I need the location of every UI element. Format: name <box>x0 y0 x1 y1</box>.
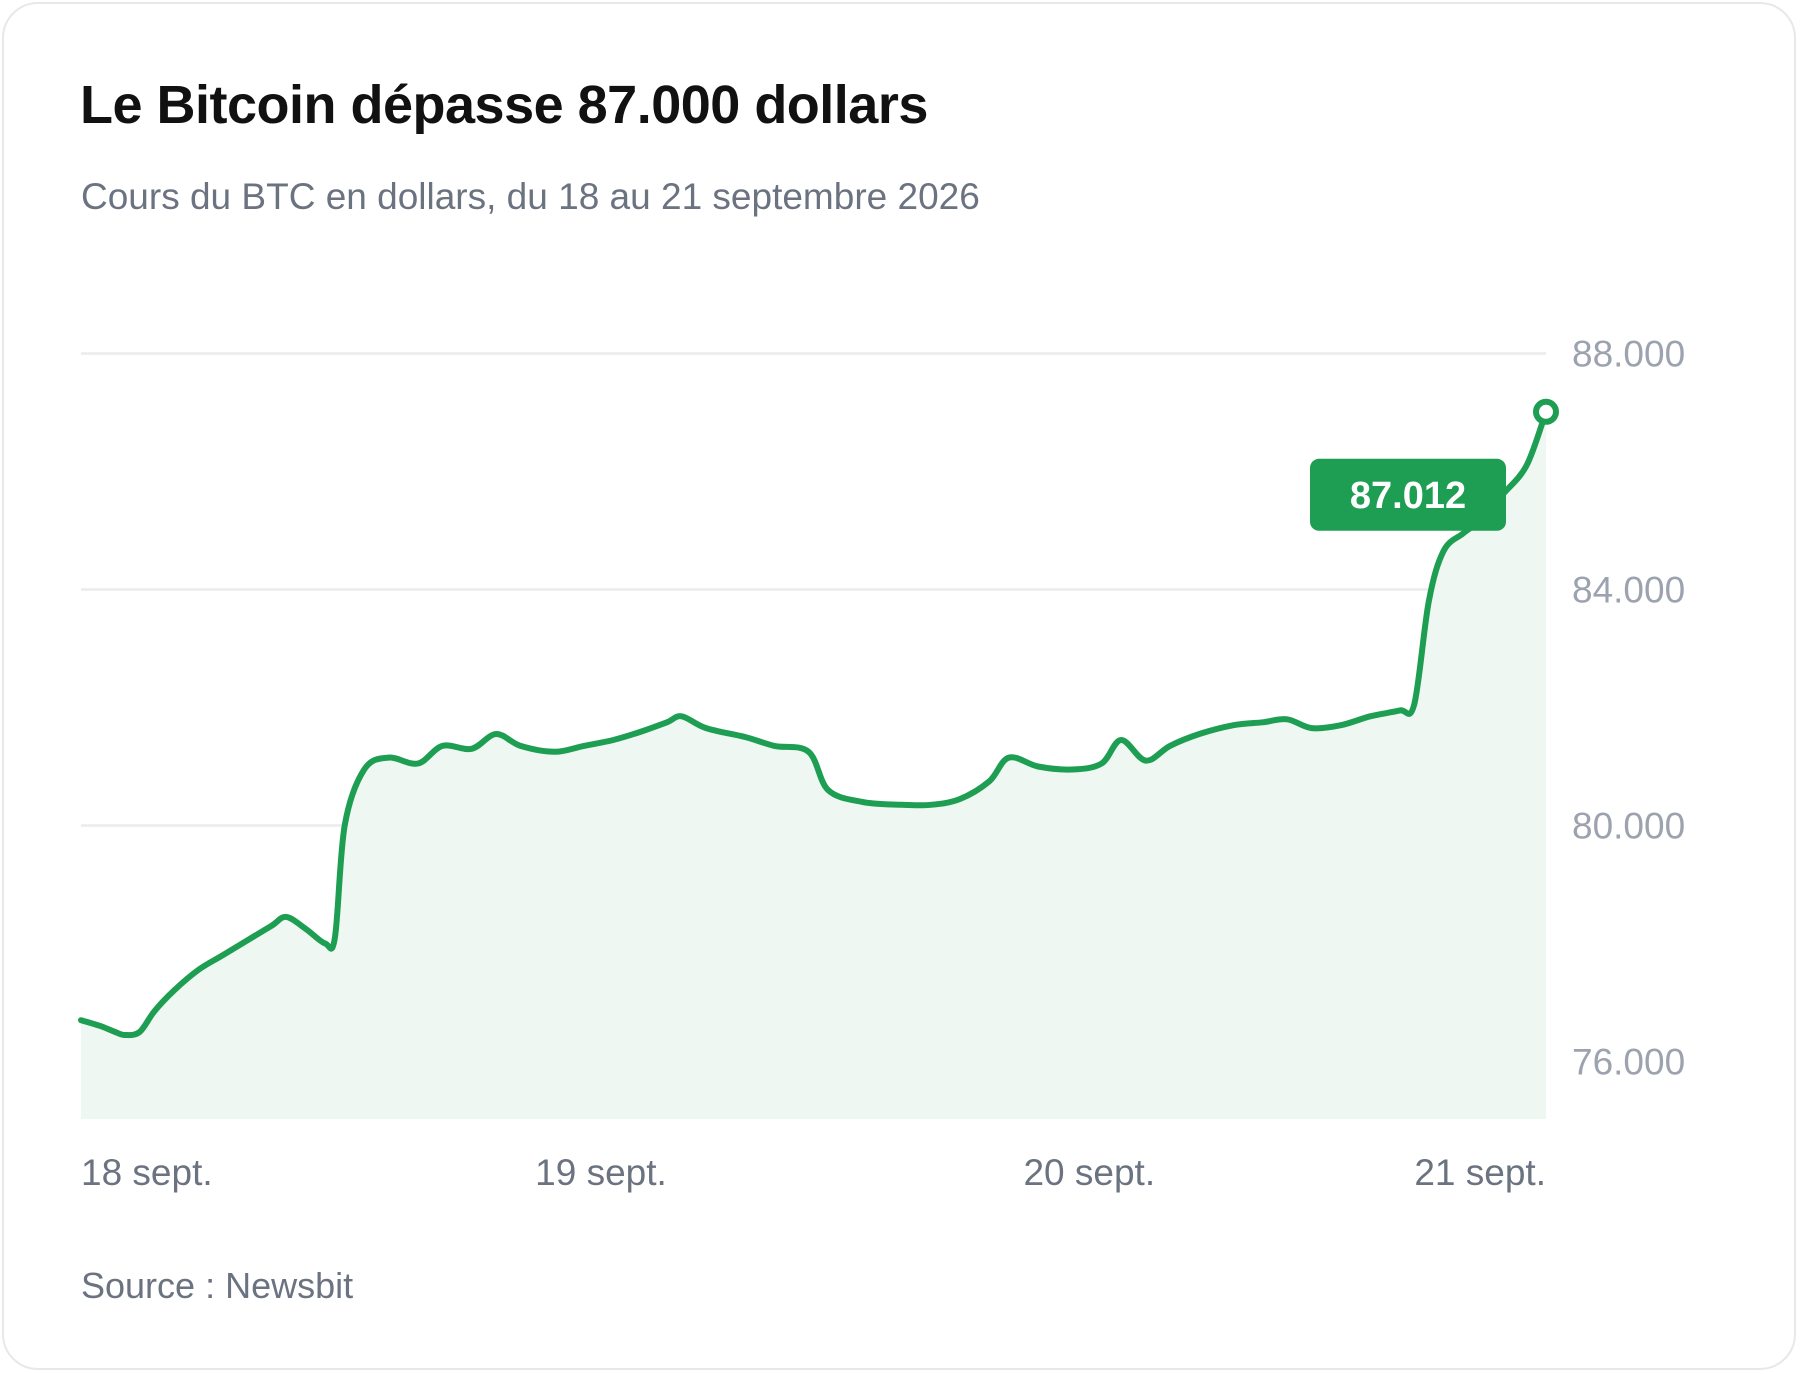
price-badge-label: 87.012 <box>1350 475 1466 517</box>
x-axis-ticks: 18 sept. 19 sept. 20 sept. 21 sept. <box>81 1152 1546 1193</box>
chart-subtitle: Cours du BTC en dollars, du 18 au 21 sep… <box>81 176 980 217</box>
y-tick-label: 80.000 <box>1572 806 1685 847</box>
chart-title: Le Bitcoin dépasse 87.000 dollars <box>80 75 928 135</box>
price-badge: 87.012 <box>1310 458 1506 531</box>
price-line <box>78 408 1549 1039</box>
y-tick-label: 88.000 <box>1572 334 1685 375</box>
y-tick-label: 76.000 <box>1572 1042 1685 1083</box>
x-tick-label: 19 sept. <box>535 1152 667 1193</box>
last-price-marker <box>1533 398 1559 425</box>
x-tick-label: 20 sept. <box>1023 1152 1155 1193</box>
source-note: Source : Newsbit <box>81 1265 354 1306</box>
y-axis-ticks: 88.000 84.000 80.000 76.000 <box>1572 334 1685 1083</box>
y-tick-label: 84.000 <box>1572 570 1685 611</box>
x-tick-label: 18 sept. <box>81 1152 213 1193</box>
x-tick-label: 21 sept. <box>1414 1152 1546 1193</box>
price-badge-background <box>1310 458 1506 531</box>
